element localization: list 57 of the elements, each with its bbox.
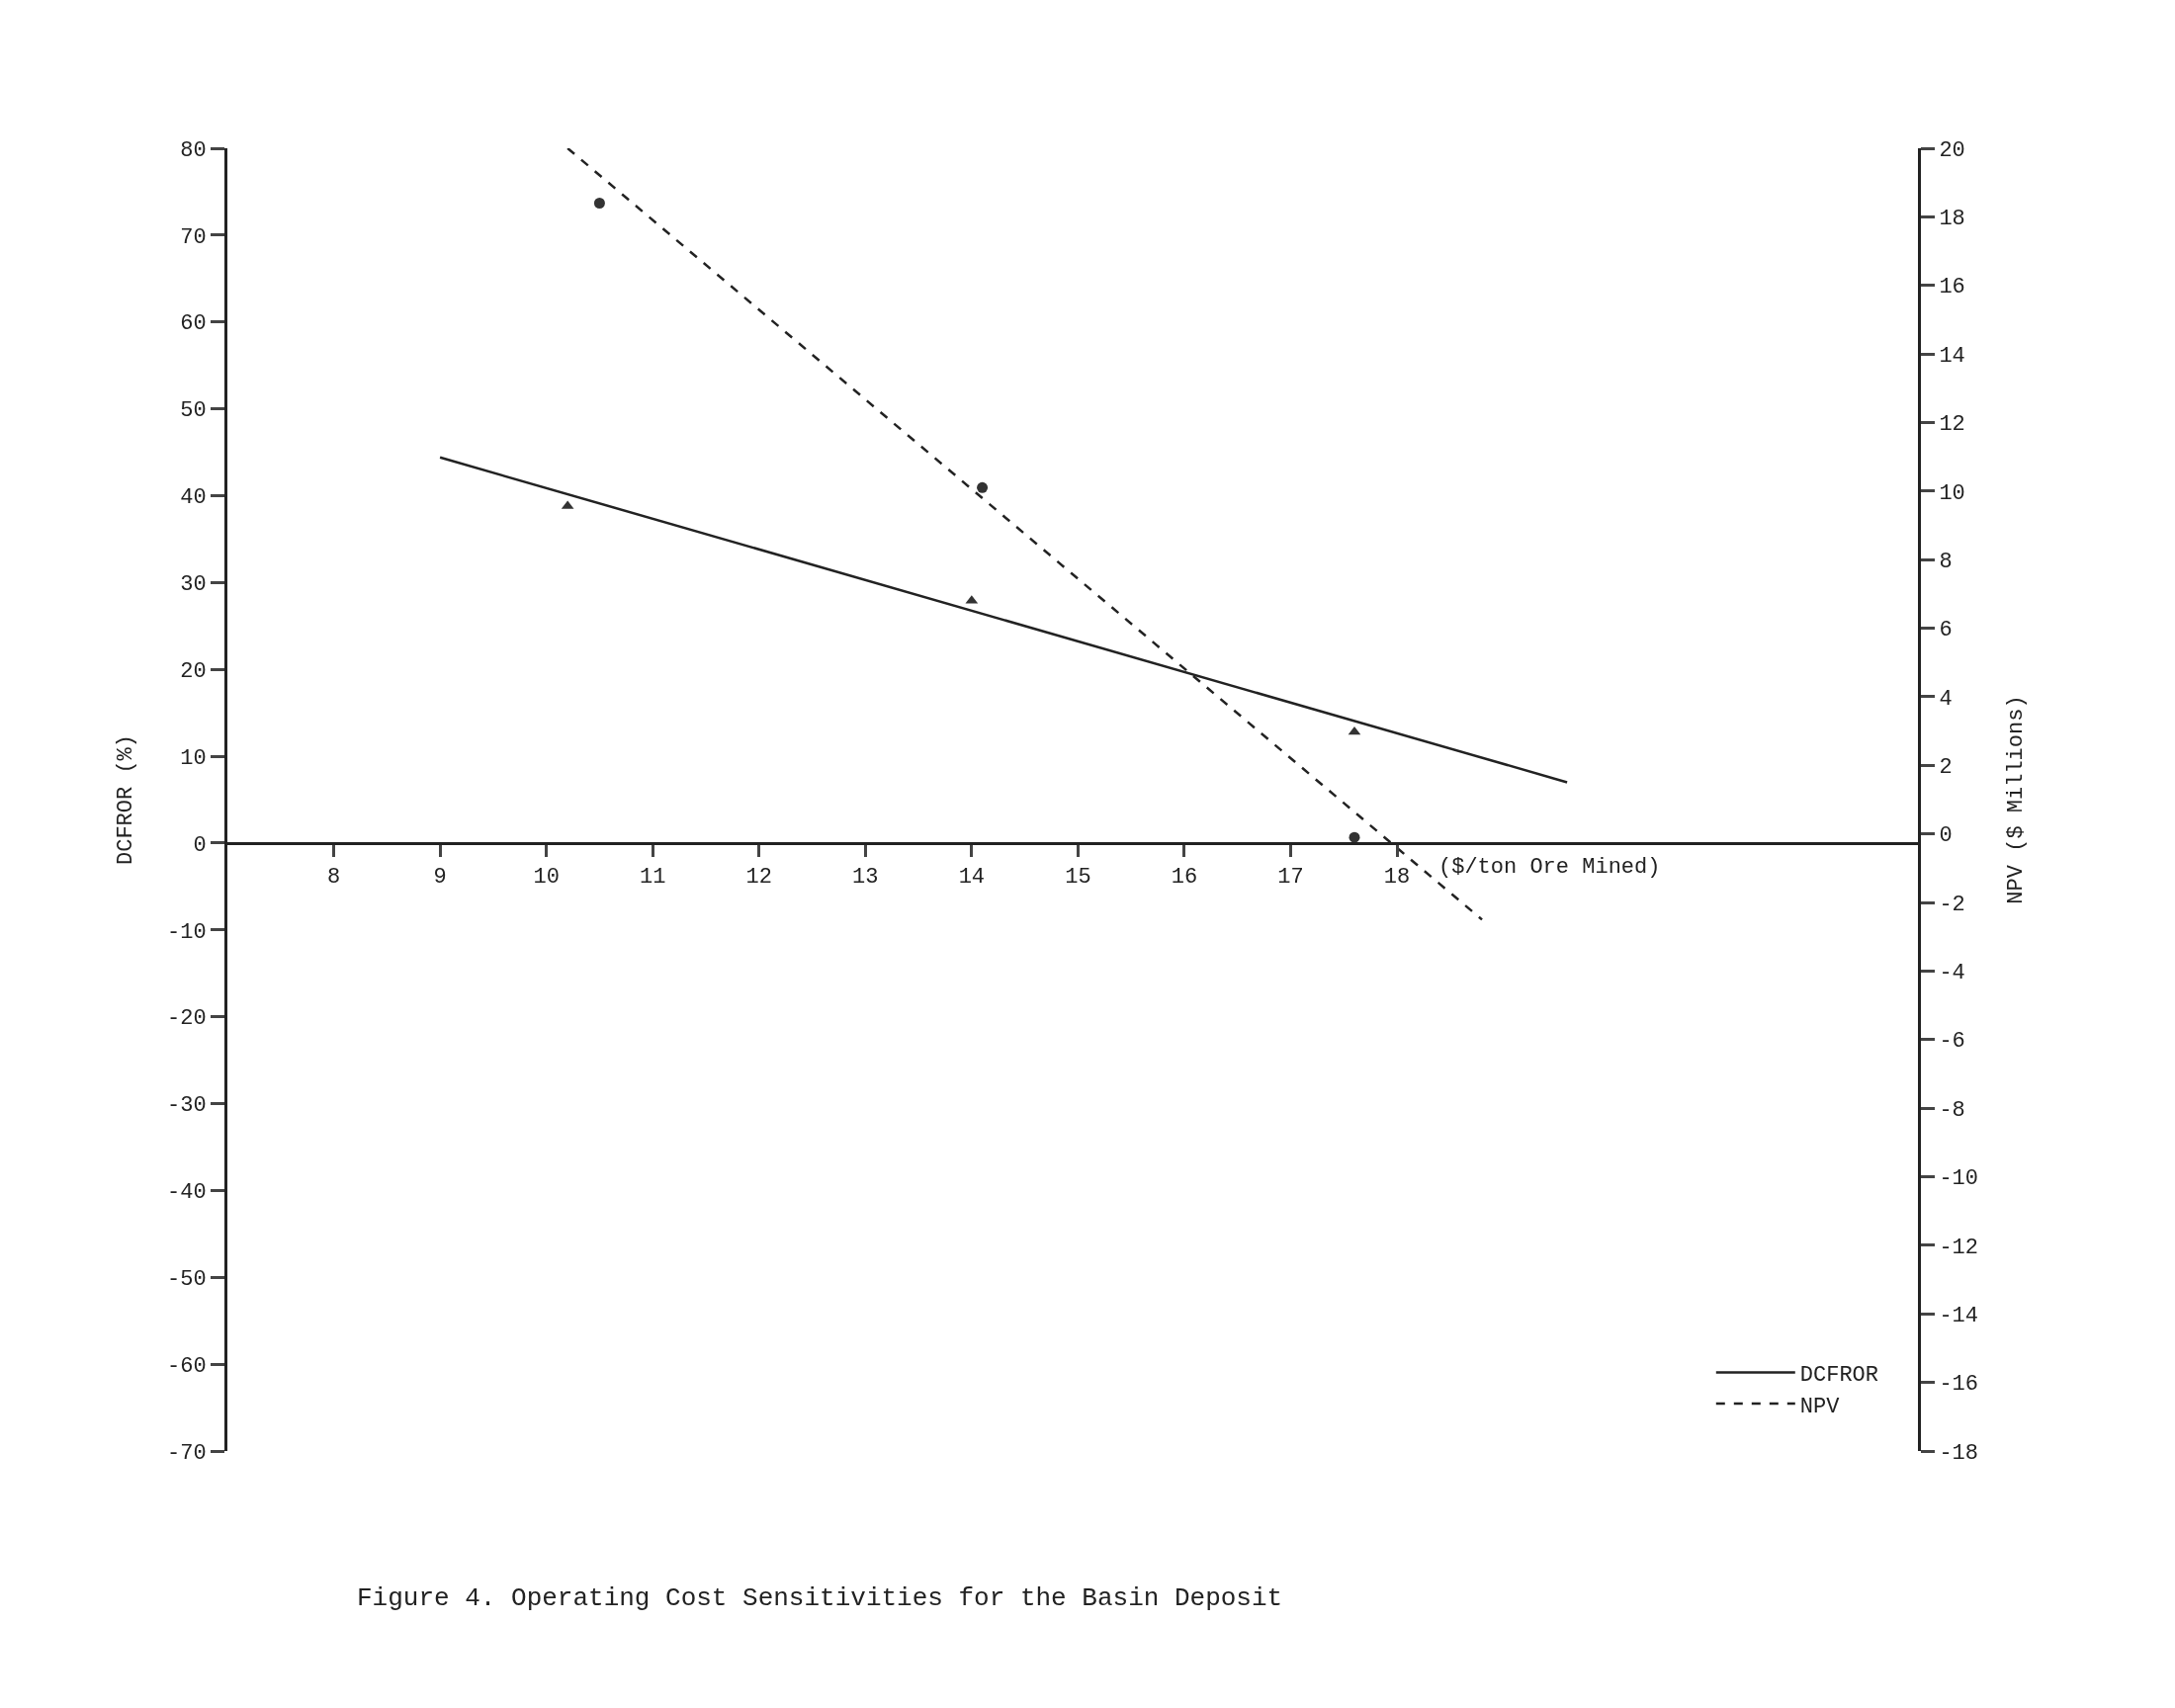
y2-tick-label: -12 bbox=[1939, 1235, 1979, 1260]
y2-tick-label: 6 bbox=[1939, 618, 1953, 643]
point bbox=[593, 197, 605, 209]
y2-tick-label: -4 bbox=[1939, 961, 1965, 986]
y2-tick-label: 10 bbox=[1939, 480, 1965, 506]
point bbox=[1348, 831, 1360, 843]
x-axis-title: ($/ton Ore Mined) bbox=[1438, 855, 1661, 880]
y-tick-label: -30 bbox=[166, 1093, 207, 1119]
y-tick-label: 0 bbox=[193, 832, 207, 858]
x-tick-label: 13 bbox=[852, 865, 879, 891]
point bbox=[1348, 726, 1361, 735]
x-tick-label: 18 bbox=[1383, 865, 1411, 891]
y-tick-label: 10 bbox=[180, 745, 207, 771]
y-tick-label: 20 bbox=[180, 658, 207, 684]
y-tick-label: -10 bbox=[166, 919, 207, 945]
y2-tick-label: 14 bbox=[1939, 343, 1965, 369]
y-tick-label: 40 bbox=[180, 485, 207, 511]
y-tick-label: -20 bbox=[166, 1006, 207, 1032]
y-tick-label: -40 bbox=[166, 1180, 207, 1206]
y2-tick-label: 4 bbox=[1939, 686, 1953, 712]
y2-tick-label: 8 bbox=[1939, 549, 1953, 574]
y-tick-label: 60 bbox=[180, 311, 207, 337]
x-tick-label: 16 bbox=[1171, 865, 1198, 891]
y2-tick-label: 0 bbox=[1939, 823, 1953, 849]
y2-tick-label: -18 bbox=[1939, 1440, 1979, 1466]
y-tick-label: -50 bbox=[166, 1266, 207, 1292]
x-tick-label: 15 bbox=[1065, 865, 1091, 891]
y2-tick-label: -8 bbox=[1939, 1097, 1965, 1123]
y2-tick-label: -6 bbox=[1939, 1029, 1965, 1055]
y2-tick-label: 12 bbox=[1939, 412, 1965, 438]
y-tick-label: 50 bbox=[180, 398, 207, 424]
x-tick-label: 8 bbox=[326, 865, 341, 891]
x-tick-label: 12 bbox=[745, 865, 772, 891]
x-tick-label: 11 bbox=[639, 865, 666, 891]
y-axis-title: DCFROR (%) bbox=[113, 733, 138, 866]
x-tick-label: 17 bbox=[1277, 865, 1304, 891]
y2-tick-label: -2 bbox=[1939, 892, 1965, 917]
text: Figure 4. Operating Cost Sensitivities for the Basin Deposit bbox=[357, 1583, 1283, 1613]
y2-tick-label: 18 bbox=[1939, 207, 1965, 232]
x-tick-label: 10 bbox=[533, 865, 560, 891]
x-tick-label: 9 bbox=[433, 865, 447, 891]
y2-tick-label: 20 bbox=[1939, 137, 1965, 163]
y2-axis-title: NPV ($ Millions) bbox=[2003, 695, 2029, 904]
y-tick-label: -60 bbox=[166, 1353, 207, 1379]
legend-label: DCFROR bbox=[1799, 1363, 1879, 1389]
y2-tick-label: -10 bbox=[1939, 1166, 1979, 1192]
point bbox=[977, 481, 989, 493]
y-tick-label: 30 bbox=[180, 572, 207, 598]
y-tick-label: 70 bbox=[180, 224, 207, 250]
y2-tick-label: -14 bbox=[1939, 1303, 1979, 1328]
y2-tick-label: 16 bbox=[1939, 275, 1965, 300]
y2-tick-label: 2 bbox=[1939, 755, 1953, 781]
y-tick-label: -70 bbox=[166, 1440, 207, 1466]
x-tick-label: 14 bbox=[958, 865, 986, 891]
y-tick-label: 80 bbox=[180, 137, 207, 163]
y2-tick-label: -16 bbox=[1939, 1372, 1979, 1398]
legend-label: NPV bbox=[1799, 1394, 1841, 1419]
